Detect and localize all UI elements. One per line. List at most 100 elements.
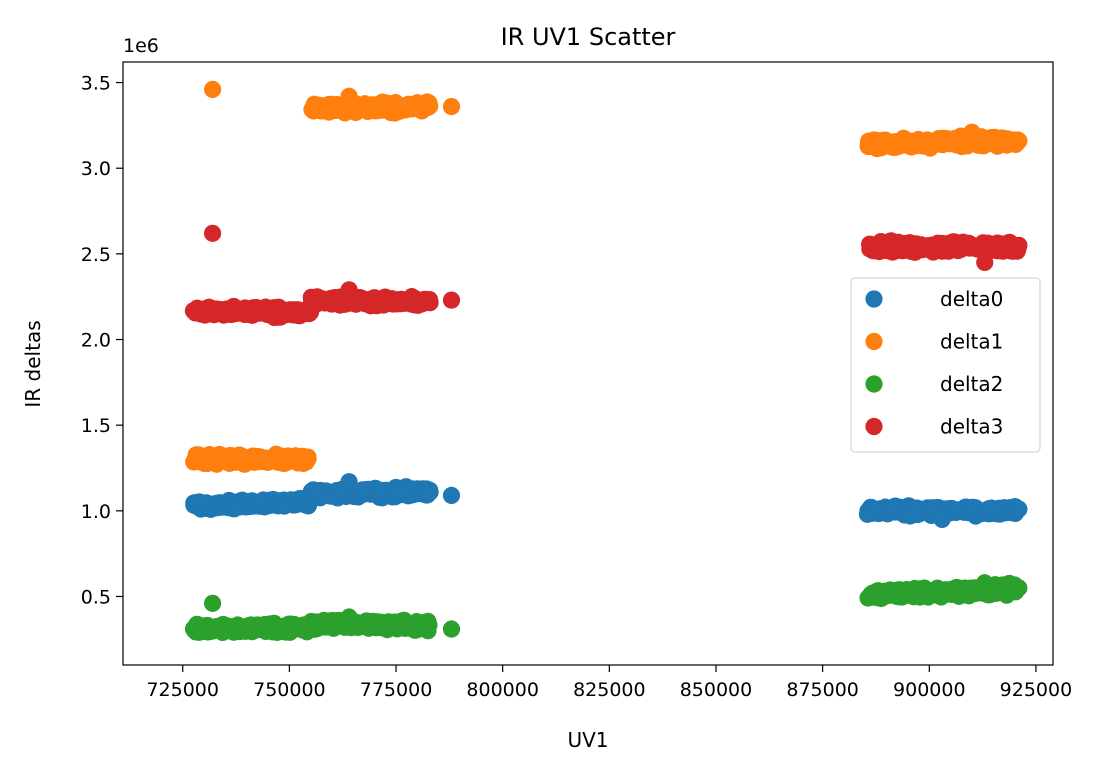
point	[1010, 132, 1028, 150]
point	[215, 306, 233, 324]
point	[976, 253, 994, 272]
point	[931, 582, 949, 600]
point	[207, 494, 225, 512]
x-tick-label: 925000	[1000, 679, 1073, 701]
legend-label: delta1	[940, 330, 1003, 354]
point	[387, 95, 405, 113]
point	[993, 130, 1011, 148]
point	[215, 451, 233, 469]
legend-marker	[865, 290, 883, 308]
x-tick-label: 900000	[893, 679, 966, 701]
point	[442, 291, 461, 309]
point	[195, 494, 213, 513]
points-layer	[184, 80, 1028, 642]
y-tick-label: 1.0	[81, 501, 111, 523]
point	[406, 98, 424, 116]
point	[895, 236, 913, 254]
point	[386, 484, 404, 502]
point	[1010, 236, 1028, 254]
point	[236, 299, 254, 317]
x-tick-label: 725000	[146, 679, 219, 701]
point	[914, 133, 932, 151]
point	[224, 497, 242, 515]
plot-frame	[122, 61, 1054, 666]
point	[416, 616, 435, 634]
legend-marker	[865, 375, 883, 393]
series-delta3	[184, 224, 1028, 326]
point	[285, 620, 303, 638]
point	[944, 132, 962, 150]
legend-marker	[865, 417, 883, 436]
point	[304, 481, 322, 499]
point	[396, 615, 414, 633]
point	[863, 238, 881, 256]
x-axis: 725000 750000 775000 800000 825000 850000 8750…	[146, 665, 1072, 701]
series-delta2	[184, 574, 1028, 642]
chart-title: IR UV1 Scatter	[501, 23, 676, 51]
point	[978, 131, 996, 149]
point	[356, 294, 374, 312]
x-tick-label: 800000	[466, 679, 539, 701]
point	[203, 224, 222, 242]
point	[357, 481, 375, 499]
y-tick-label: 3.5	[81, 73, 111, 95]
point	[322, 99, 340, 117]
point	[884, 500, 903, 518]
point	[867, 132, 885, 150]
point	[900, 134, 918, 153]
x-axis-label: UV1	[567, 728, 608, 752]
y-tick-label: 3.0	[81, 158, 111, 180]
point	[381, 293, 399, 311]
point	[933, 510, 951, 528]
y-offset-label: 1e6	[123, 35, 159, 57]
point	[964, 499, 982, 518]
point	[325, 291, 343, 309]
point	[308, 97, 327, 115]
point	[340, 473, 358, 491]
point	[195, 617, 213, 636]
point	[340, 608, 358, 626]
point	[340, 87, 358, 105]
legend-marker	[865, 332, 883, 351]
point	[311, 613, 329, 631]
point	[248, 447, 266, 466]
point	[266, 302, 285, 320]
point	[231, 622, 249, 641]
point	[874, 586, 892, 604]
point	[442, 97, 461, 116]
x-tick-label: 875000	[786, 679, 859, 701]
y-tick-label: 2.5	[81, 244, 111, 266]
series-delta0	[185, 473, 1028, 528]
x-tick-label: 775000	[360, 679, 433, 701]
y-tick-label: 1.5	[81, 415, 111, 437]
point	[976, 574, 994, 592]
point	[442, 620, 461, 638]
point	[203, 594, 222, 612]
point	[902, 504, 921, 522]
series-delta1	[185, 80, 1028, 473]
point	[372, 481, 391, 500]
point	[280, 452, 299, 470]
y-tick-label: 2.0	[81, 330, 111, 352]
legend-label: delta0	[940, 287, 1003, 311]
point	[881, 236, 900, 254]
y-axis-label: IR deltas	[21, 320, 45, 407]
point	[418, 486, 437, 504]
y-tick-label: 0.5	[81, 586, 111, 608]
point	[418, 293, 436, 311]
x-tick-label: 850000	[680, 679, 753, 701]
legend-label: delta2	[940, 372, 1003, 396]
point	[194, 303, 212, 322]
x-tick-label: 750000	[253, 679, 326, 701]
point	[188, 448, 206, 467]
x-tick-label: 825000	[573, 679, 646, 701]
point	[927, 135, 945, 153]
point	[362, 98, 380, 116]
point	[310, 290, 329, 308]
point	[960, 587, 978, 605]
point	[340, 281, 358, 299]
point	[893, 588, 911, 606]
point	[324, 613, 342, 631]
legend-label: delta3	[940, 415, 1003, 439]
